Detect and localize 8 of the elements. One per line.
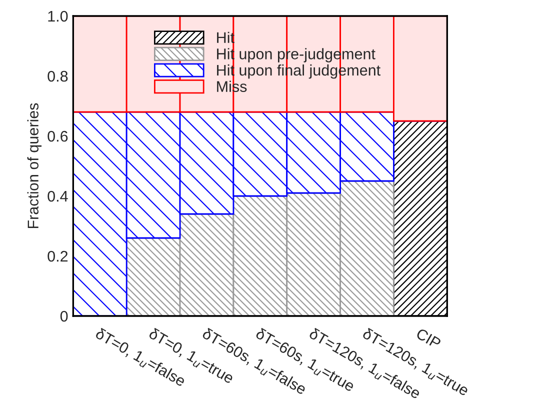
y-tick-label: 0.8 <box>48 70 68 82</box>
y-tick-label: 0.6 <box>48 130 68 142</box>
x-tick-label: CIP <box>416 328 442 350</box>
y-tick-label: 0.2 <box>48 250 68 262</box>
y-tick-label: 0 <box>60 310 68 322</box>
y-tick-label: 1.0 <box>48 10 68 22</box>
y-tick-label: 0.4 <box>48 190 68 202</box>
y-axis-title: Fraction of queries <box>27 103 42 228</box>
